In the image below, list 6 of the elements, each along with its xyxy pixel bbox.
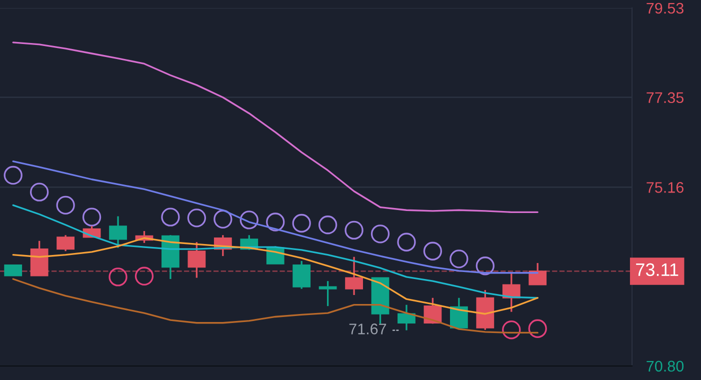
y-tick-label: 70.80: [646, 360, 684, 372]
y-tick-label: 77.35: [646, 92, 684, 104]
y-tick-label: 75.16: [646, 182, 684, 193]
annotation: 71.67: [349, 324, 386, 334]
y-tick-label: 79.53: [646, 2, 684, 14]
ref-line-label: 73.11: [636, 263, 678, 276]
